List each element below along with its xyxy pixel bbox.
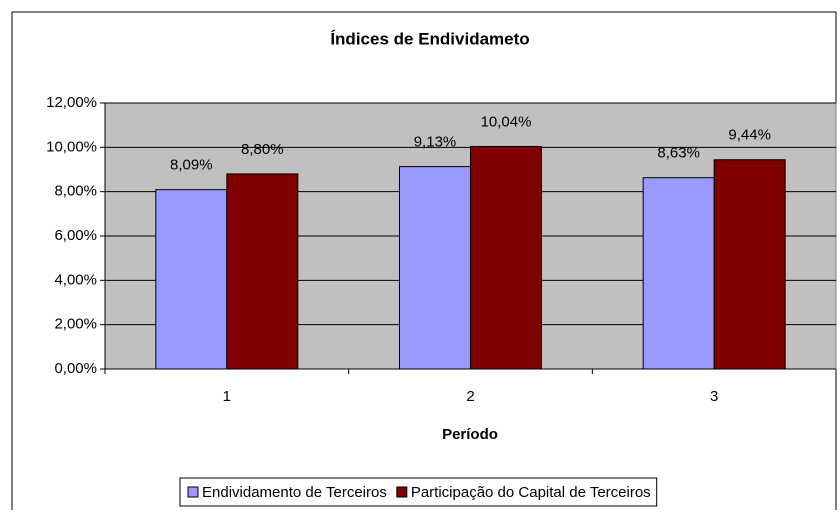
bar bbox=[155, 189, 228, 370]
bar bbox=[713, 159, 786, 370]
y-tick-label: 6,00% bbox=[54, 227, 97, 244]
data-label: 8,09% bbox=[170, 157, 213, 174]
bar bbox=[470, 145, 542, 370]
bar bbox=[226, 173, 299, 370]
x-tick-label: 3 bbox=[710, 388, 718, 405]
chart-title: Índices de Endividameto bbox=[330, 29, 529, 48]
bar bbox=[399, 166, 471, 370]
y-tick-label: 0,00% bbox=[54, 360, 97, 377]
bar bbox=[642, 177, 715, 370]
data-label: 8,80% bbox=[241, 141, 284, 158]
legend bbox=[179, 477, 658, 507]
x-axis-title: Período bbox=[442, 426, 498, 443]
data-label: 8,63% bbox=[657, 145, 700, 162]
legend-label: Participação do Capital de Terceiros bbox=[411, 484, 651, 501]
legend-swatch bbox=[396, 486, 408, 498]
legend-swatch bbox=[187, 486, 199, 498]
y-tick-label: 2,00% bbox=[54, 316, 97, 333]
y-tick-label: 12,00% bbox=[46, 94, 97, 111]
y-tick-label: 8,00% bbox=[54, 183, 97, 200]
legend-label: Endividamento de Terceiros bbox=[202, 484, 387, 501]
data-label: 9,44% bbox=[728, 127, 771, 144]
y-tick-label: 4,00% bbox=[54, 271, 97, 288]
data-label: 10,04% bbox=[481, 113, 532, 130]
x-tick-label: 2 bbox=[466, 388, 474, 405]
x-tick-label: 1 bbox=[223, 388, 231, 405]
y-tick-label: 10,00% bbox=[46, 138, 97, 155]
data-label: 9,13% bbox=[414, 134, 457, 151]
